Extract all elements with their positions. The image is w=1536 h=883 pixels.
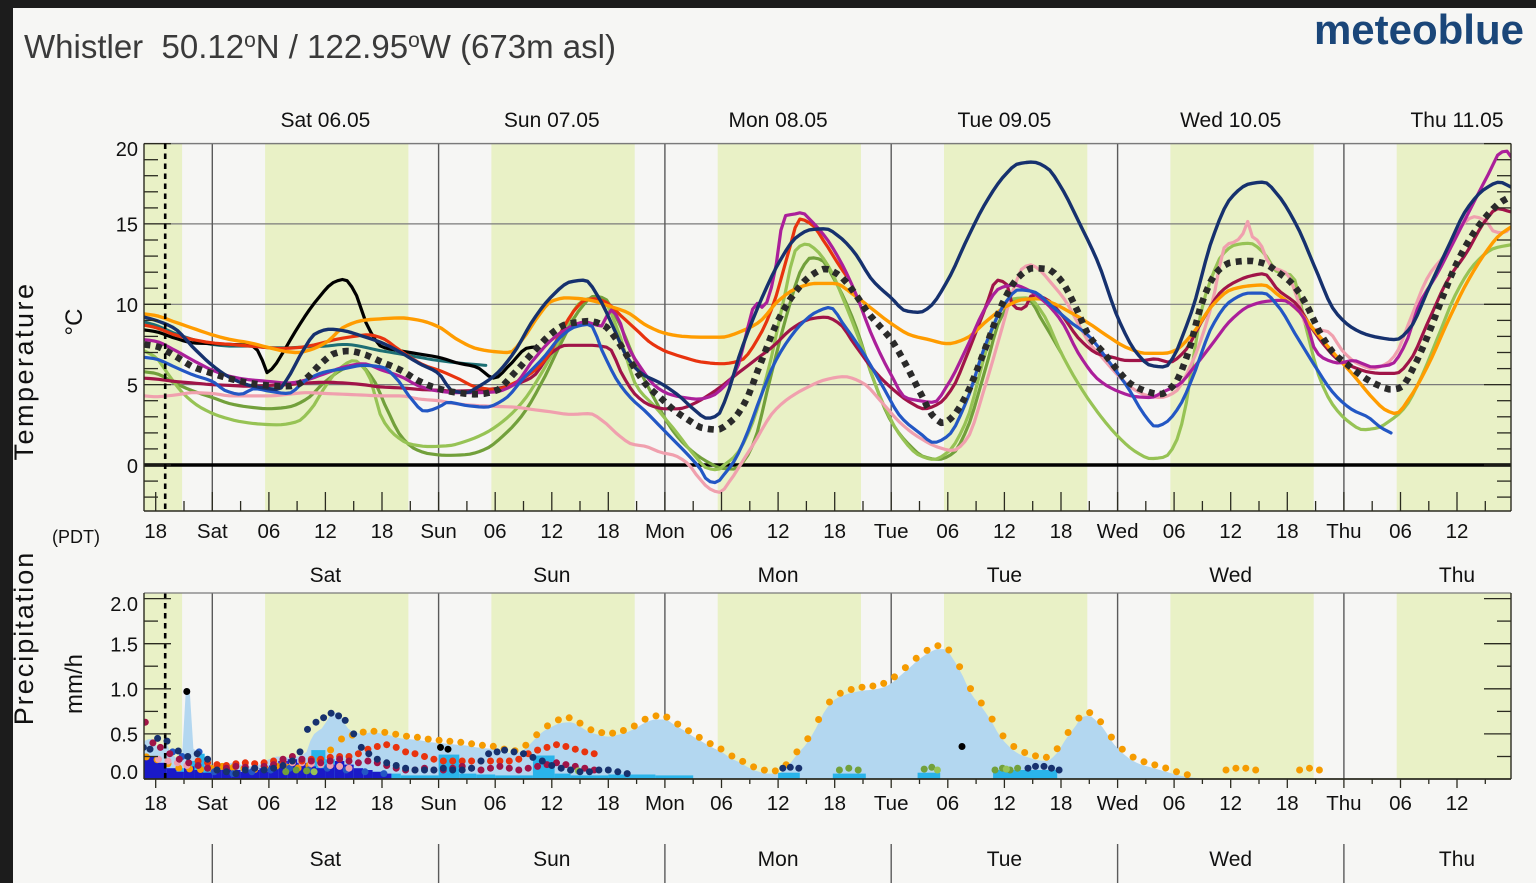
- svg-text:Temperature: Temperature: [9, 281, 39, 460]
- svg-text:Precipitation: Precipitation: [9, 551, 39, 726]
- svg-text:Tue 09.05: Tue 09.05: [958, 109, 1052, 132]
- svg-text:18: 18: [1276, 792, 1299, 815]
- svg-text:mm/h: mm/h: [61, 654, 88, 714]
- svg-text:06: 06: [1163, 792, 1186, 815]
- svg-text:Mon: Mon: [758, 564, 799, 587]
- svg-text:15: 15: [116, 215, 138, 237]
- svg-text:(PDT): (PDT): [52, 527, 100, 547]
- svg-text:5: 5: [127, 376, 138, 398]
- svg-text:Thu: Thu: [1326, 792, 1361, 815]
- svg-text:12: 12: [767, 792, 790, 815]
- svg-text:18: 18: [1276, 520, 1299, 543]
- svg-text:Tue: Tue: [874, 520, 909, 543]
- svg-text:2.0: 2.0: [110, 594, 138, 616]
- svg-text:Wed: Wed: [1097, 792, 1139, 815]
- svg-text:°C: °C: [61, 309, 88, 336]
- svg-text:Sat: Sat: [310, 564, 342, 587]
- svg-text:Sun: Sun: [420, 792, 456, 815]
- svg-text:Tue: Tue: [874, 792, 909, 815]
- svg-text:06: 06: [936, 520, 959, 543]
- svg-text:Wed: Wed: [1209, 564, 1252, 587]
- svg-text:12: 12: [314, 520, 337, 543]
- svg-text:Thu: Thu: [1326, 520, 1361, 543]
- svg-text:06: 06: [710, 520, 733, 543]
- svg-text:12: 12: [1446, 520, 1469, 543]
- svg-text:06: 06: [1389, 520, 1412, 543]
- svg-text:Thu: Thu: [1439, 564, 1475, 587]
- svg-text:Whistler 50.12oN / 122.95oW (: Whistler 50.12oN / 122.95oW (673m asl): [24, 28, 616, 65]
- svg-text:06: 06: [484, 792, 507, 815]
- svg-text:Tue: Tue: [987, 848, 1022, 871]
- svg-text:Sun 07.05: Sun 07.05: [504, 109, 600, 132]
- svg-text:Mon: Mon: [645, 792, 685, 815]
- svg-text:0.0: 0.0: [110, 762, 138, 784]
- svg-text:Sat 06.05: Sat 06.05: [280, 109, 370, 132]
- svg-text:12: 12: [540, 792, 563, 815]
- svg-text:18: 18: [823, 792, 846, 815]
- svg-text:Sun: Sun: [533, 848, 570, 871]
- svg-text:Tue: Tue: [987, 564, 1022, 587]
- svg-text:meteoblue: meteoblue: [1314, 6, 1524, 53]
- svg-text:18: 18: [371, 792, 394, 815]
- svg-text:12: 12: [540, 520, 563, 543]
- svg-text:Sun: Sun: [533, 564, 570, 587]
- svg-text:Sat: Sat: [197, 792, 228, 815]
- svg-text:12: 12: [314, 792, 337, 815]
- svg-text:06: 06: [710, 792, 733, 815]
- svg-text:Mon: Mon: [645, 520, 685, 543]
- svg-text:06: 06: [1389, 792, 1412, 815]
- svg-text:18: 18: [371, 520, 394, 543]
- svg-text:18: 18: [597, 792, 620, 815]
- svg-text:18: 18: [1050, 792, 1073, 815]
- svg-text:Mon 08.05: Mon 08.05: [728, 109, 827, 132]
- svg-text:12: 12: [993, 520, 1016, 543]
- svg-text:Wed: Wed: [1097, 520, 1139, 543]
- svg-text:06: 06: [484, 520, 507, 543]
- svg-text:18: 18: [597, 520, 620, 543]
- svg-text:Thu 11.05: Thu 11.05: [1410, 109, 1503, 132]
- svg-text:12: 12: [1219, 792, 1242, 815]
- svg-text:Sat: Sat: [310, 848, 342, 871]
- svg-text:18: 18: [823, 520, 846, 543]
- svg-text:Sat: Sat: [197, 520, 228, 543]
- svg-text:Sun: Sun: [420, 520, 456, 543]
- svg-text:Mon: Mon: [758, 848, 799, 871]
- svg-text:Wed: Wed: [1209, 848, 1252, 871]
- svg-text:18: 18: [144, 520, 167, 543]
- svg-text:12: 12: [1219, 520, 1242, 543]
- svg-text:06: 06: [257, 520, 280, 543]
- svg-text:06: 06: [1163, 520, 1186, 543]
- svg-text:06: 06: [936, 792, 959, 815]
- svg-text:12: 12: [767, 520, 790, 543]
- svg-text:0: 0: [127, 456, 138, 478]
- svg-text:1.0: 1.0: [110, 679, 138, 701]
- svg-text:12: 12: [993, 792, 1016, 815]
- svg-text:18: 18: [1050, 520, 1073, 543]
- svg-text:12: 12: [1446, 792, 1469, 815]
- svg-text:06: 06: [257, 792, 280, 815]
- svg-text:10: 10: [116, 295, 138, 317]
- svg-text:0.5: 0.5: [110, 725, 138, 747]
- svg-text:Thu: Thu: [1439, 848, 1475, 871]
- svg-text:1.5: 1.5: [110, 634, 138, 656]
- svg-text:Wed 10.05: Wed 10.05: [1180, 109, 1281, 132]
- svg-text:20: 20: [116, 139, 138, 161]
- svg-text:18: 18: [144, 792, 167, 815]
